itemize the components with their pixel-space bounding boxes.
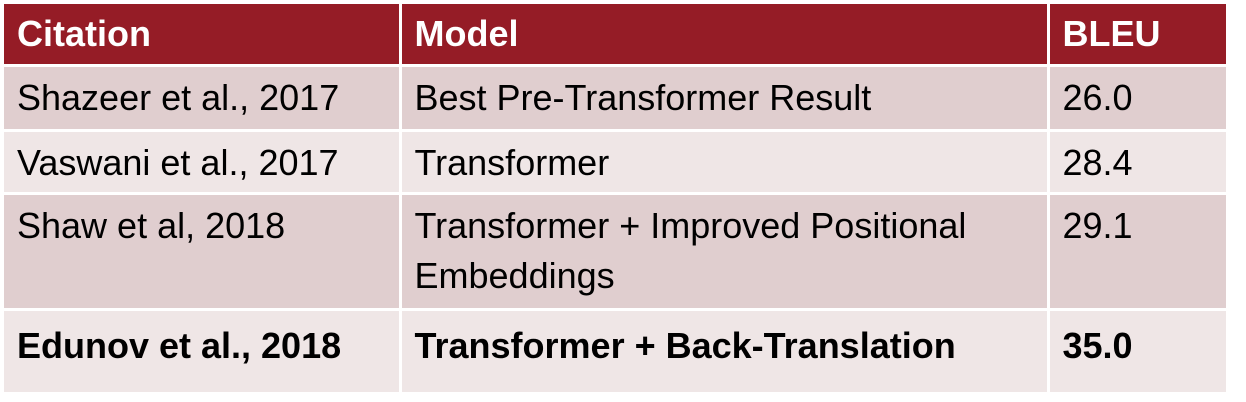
- bleu-cell: 26.0: [1048, 65, 1226, 132]
- table-row: Vaswani et al., 2017 Transformer 28.4: [4, 130, 1226, 195]
- model-cell: Best Pre-Transformer Result: [400, 65, 1050, 132]
- model-cell: Transformer + Back-Translation: [400, 309, 1050, 395]
- header-bleu: BLEU: [1048, 4, 1226, 67]
- header-model: Model: [400, 4, 1050, 67]
- citation-cell: Shazeer et al., 2017: [4, 65, 402, 132]
- bleu-cell: 29.1: [1048, 193, 1226, 311]
- citation-cell: Edunov et al., 2018: [4, 309, 402, 395]
- model-cell: Transformer: [400, 130, 1050, 195]
- table-row: Shazeer et al., 2017 Best Pre-Transforme…: [4, 65, 1226, 132]
- header-citation: Citation: [4, 4, 402, 67]
- bleu-cell: 35.0: [1048, 309, 1226, 395]
- citation-cell: Vaswani et al., 2017: [4, 130, 402, 195]
- table-row-highlighted: Edunov et al., 2018 Transformer + Back-T…: [4, 309, 1226, 395]
- table-row: Shaw et al, 2018 Transformer + Improved …: [4, 193, 1226, 311]
- bleu-cell: 28.4: [1048, 130, 1226, 195]
- citation-cell: Shaw et al, 2018: [4, 193, 402, 311]
- table-header-row: Citation Model BLEU: [4, 4, 1226, 67]
- results-table: Citation Model BLEU Shazeer et al., 2017…: [4, 4, 1226, 395]
- model-cell: Transformer + Improved Positional Embedd…: [400, 193, 1050, 311]
